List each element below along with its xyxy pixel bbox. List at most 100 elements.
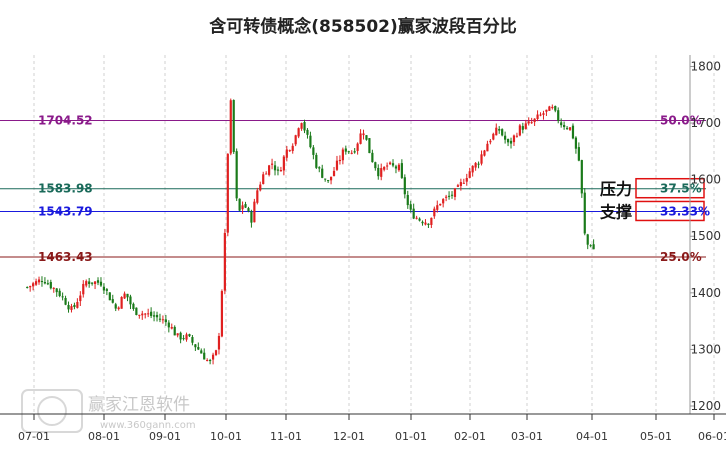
- candle-body: [439, 203, 442, 206]
- candle-body: [46, 283, 49, 285]
- candle-body: [350, 152, 353, 154]
- x-tick-label: 04-01: [576, 430, 608, 443]
- candle-body: [486, 143, 489, 152]
- candle-body: [536, 114, 539, 119]
- candle-body: [341, 149, 344, 161]
- candle-body: [179, 332, 182, 340]
- candle-body: [70, 306, 73, 310]
- candle-body: [244, 204, 247, 208]
- candle-body: [430, 217, 433, 225]
- candle-body: [371, 152, 374, 163]
- candle-body: [509, 140, 513, 144]
- candle-body: [268, 165, 271, 175]
- candle-body: [191, 337, 194, 343]
- x-tick-label: 07-01: [18, 430, 50, 443]
- x-tick-label: 09-01: [149, 430, 181, 443]
- candle-body: [158, 318, 162, 320]
- candle-body: [506, 139, 510, 143]
- level-pct-label: 37.5%: [660, 182, 702, 196]
- x-tick-label: 06-01: [698, 430, 726, 443]
- candle-body: [37, 279, 41, 283]
- candle-body: [114, 304, 117, 309]
- candle-body: [217, 335, 221, 350]
- candle-body: [388, 162, 392, 165]
- candle-body: [347, 151, 350, 153]
- candle-body: [409, 204, 412, 210]
- candle-body: [220, 291, 224, 337]
- candle-body: [524, 123, 527, 129]
- candle-body: [211, 354, 215, 360]
- candle-body: [583, 192, 586, 234]
- candle-body: [380, 168, 383, 177]
- candle-body: [117, 307, 120, 310]
- candle-body: [386, 165, 389, 167]
- level-value-label: 1704.52: [38, 114, 93, 128]
- x-grid: [33, 55, 715, 414]
- level-value-label: 1463.43: [38, 250, 93, 264]
- candle-body: [563, 124, 566, 128]
- candle-body: [424, 222, 427, 225]
- candle-body: [539, 114, 542, 116]
- candle-body: [433, 208, 436, 217]
- y-tick-label: 1300: [690, 342, 721, 356]
- candle-body: [456, 185, 460, 187]
- candle-body: [374, 162, 377, 169]
- candle-body: [512, 135, 516, 143]
- candle-body: [312, 147, 315, 155]
- candle-body: [492, 133, 495, 140]
- candle-body: [394, 166, 398, 169]
- candle-body: [400, 163, 403, 178]
- candle-body: [49, 282, 52, 289]
- x-tick-label: 12-01: [333, 430, 365, 443]
- candle-body: [415, 217, 418, 219]
- candles: [26, 98, 595, 365]
- candle-body: [332, 170, 336, 177]
- candle-body: [518, 125, 521, 136]
- candle-body: [548, 106, 551, 111]
- candle-body: [533, 118, 536, 123]
- candle-body: [321, 168, 324, 178]
- candle-body: [250, 211, 253, 223]
- candle-body: [368, 138, 371, 154]
- watermark-brand: 赢家江恩软件: [88, 395, 190, 415]
- candle-body: [135, 307, 138, 315]
- x-axis: 07-01 08-01 09-01 10-01 11-01 12-01 01-01 02-01…: [18, 414, 726, 443]
- candle-body: [306, 129, 309, 135]
- candle-body: [453, 188, 457, 197]
- level-pct-box: [635, 200, 705, 222]
- candle-body: [489, 140, 492, 143]
- candle-body: [93, 281, 97, 285]
- candle-body: [474, 163, 477, 168]
- candle-body: [150, 311, 153, 316]
- candle-body: [279, 170, 283, 172]
- x-tick-label: 01-01: [395, 430, 427, 443]
- candle-body: [253, 201, 256, 223]
- candle-body: [111, 299, 114, 303]
- candle-body: [462, 182, 465, 184]
- candle-body: [329, 176, 333, 181]
- candle-body: [43, 282, 47, 284]
- candle-body: [132, 303, 135, 310]
- level-pct-label: 25.0%: [660, 250, 702, 264]
- candle-body: [120, 297, 123, 309]
- annotation-label: 压力: [600, 180, 632, 199]
- candle-body: [465, 177, 468, 182]
- candle-body: [309, 135, 312, 148]
- candle-body: [26, 286, 29, 288]
- candle-body: [294, 135, 297, 145]
- candle-body: [155, 314, 159, 318]
- candle-body: [362, 133, 365, 136]
- candle-body: [318, 167, 321, 169]
- candle-body: [383, 166, 386, 170]
- candle-body: [229, 100, 232, 154]
- level-pct-label: 33.33%: [660, 204, 710, 218]
- candle-body: [259, 184, 262, 191]
- candle-body: [67, 305, 70, 310]
- candle-body: [203, 352, 206, 360]
- candle-body: [551, 106, 554, 109]
- candle-body: [29, 286, 32, 288]
- candle-body: [498, 129, 501, 131]
- candle-body: [194, 344, 197, 348]
- candle-body: [421, 221, 424, 224]
